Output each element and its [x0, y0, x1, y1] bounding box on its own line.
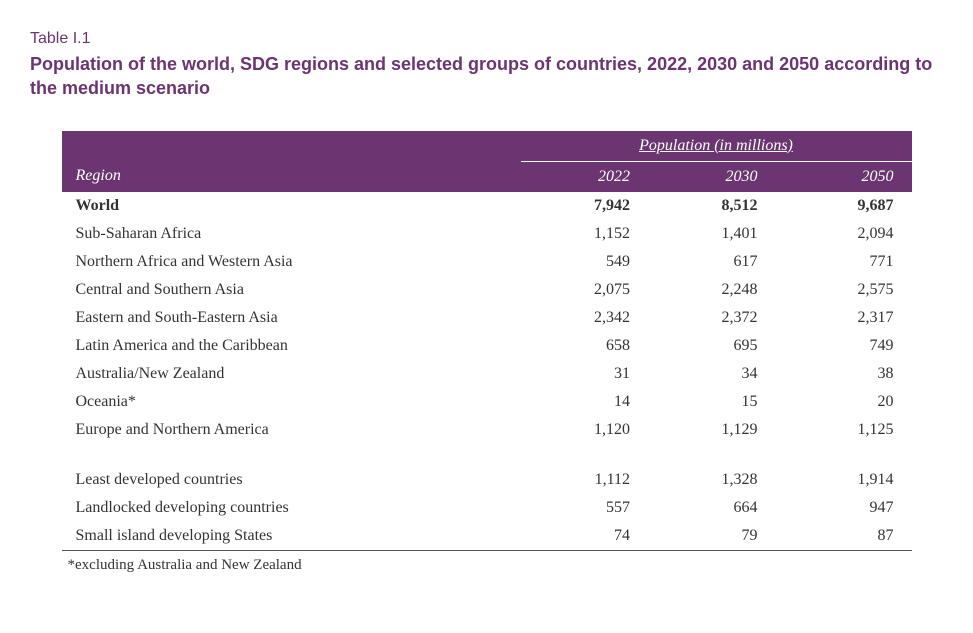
row-value: 947 — [776, 494, 912, 522]
table-row: Europe and Northern America1,1201,1291,1… — [62, 416, 912, 444]
table-body: World7,9428,5129,687Sub-Saharan Africa1,… — [62, 192, 912, 551]
row-region-name: Oceania* — [62, 388, 521, 416]
table-row: Eastern and South-Eastern Asia2,3422,372… — [62, 304, 912, 332]
table-label: Table I.1 — [30, 30, 943, 48]
row-value: 557 — [521, 494, 649, 522]
row-value: 1,152 — [521, 220, 649, 248]
row-value: 1,914 — [776, 466, 912, 494]
table-row: Central and Southern Asia2,0752,2482,575 — [62, 276, 912, 304]
row-value: 38 — [776, 360, 912, 388]
row-value: 771 — [776, 248, 912, 276]
row-value: 1,125 — [776, 416, 912, 444]
row-region-name: Northern Africa and Western Asia — [62, 248, 521, 276]
row-value: 7,942 — [521, 192, 649, 220]
row-value: 8,512 — [648, 192, 776, 220]
population-table: Population (in millions) Region 2022 203… — [62, 131, 912, 551]
region-header: Region — [62, 161, 521, 192]
year-header-2030: 2030 — [648, 161, 776, 192]
header-row-top: Population (in millions) — [62, 131, 912, 162]
row-value: 2,075 — [521, 276, 649, 304]
row-value: 2,342 — [521, 304, 649, 332]
row-region-name: Small island developing States — [62, 522, 521, 551]
row-value: 34 — [648, 360, 776, 388]
row-region-name: Sub-Saharan Africa — [62, 220, 521, 248]
table-container: Population (in millions) Region 2022 203… — [62, 131, 912, 574]
row-value: 79 — [648, 522, 776, 551]
row-value: 20 — [776, 388, 912, 416]
population-header: Population (in millions) — [521, 131, 912, 162]
row-value: 664 — [648, 494, 776, 522]
row-value: 2,372 — [648, 304, 776, 332]
row-value: 749 — [776, 332, 912, 360]
row-value: 31 — [521, 360, 649, 388]
table-row: Latin America and the Caribbean658695749 — [62, 332, 912, 360]
table-row: Landlocked developing countries557664947 — [62, 494, 912, 522]
row-value: 1,328 — [648, 466, 776, 494]
table-row: Small island developing States747987 — [62, 522, 912, 551]
row-value: 2,317 — [776, 304, 912, 332]
row-value: 87 — [776, 522, 912, 551]
table-row: World7,9428,5129,687 — [62, 192, 912, 220]
table-row: Australia/New Zealand313438 — [62, 360, 912, 388]
row-value: 1,401 — [648, 220, 776, 248]
footnote: *excluding Australia and New Zealand — [62, 551, 912, 574]
year-header-2050: 2050 — [776, 161, 912, 192]
row-value: 2,094 — [776, 220, 912, 248]
row-value: 2,248 — [648, 276, 776, 304]
table-row: Sub-Saharan Africa1,1521,4012,094 — [62, 220, 912, 248]
row-value: 15 — [648, 388, 776, 416]
row-region-name: World — [62, 192, 521, 220]
header-blank — [62, 131, 521, 162]
row-value: 14 — [521, 388, 649, 416]
row-region-name: Eastern and South-Eastern Asia — [62, 304, 521, 332]
row-value: 658 — [521, 332, 649, 360]
row-value: 549 — [521, 248, 649, 276]
row-region-name: Australia/New Zealand — [62, 360, 521, 388]
row-region-name: Landlocked developing countries — [62, 494, 521, 522]
row-value: 74 — [521, 522, 649, 551]
year-header-2022: 2022 — [521, 161, 649, 192]
table-row: Least developed countries1,1121,3281,914 — [62, 466, 912, 494]
row-region-name: Central and Southern Asia — [62, 276, 521, 304]
spacer-row — [62, 444, 912, 466]
row-value: 1,129 — [648, 416, 776, 444]
row-value: 617 — [648, 248, 776, 276]
row-value: 695 — [648, 332, 776, 360]
table-title: Population of the world, SDG regions and… — [30, 52, 943, 101]
row-region-name: Europe and Northern America — [62, 416, 521, 444]
row-region-name: Least developed countries — [62, 466, 521, 494]
row-value: 1,112 — [521, 466, 649, 494]
row-value: 2,575 — [776, 276, 912, 304]
row-value: 9,687 — [776, 192, 912, 220]
row-region-name: Latin America and the Caribbean — [62, 332, 521, 360]
table-row: Oceania*141520 — [62, 388, 912, 416]
header-row-years: Region 2022 2030 2050 — [62, 161, 912, 192]
row-value: 1,120 — [521, 416, 649, 444]
table-row: Northern Africa and Western Asia54961777… — [62, 248, 912, 276]
